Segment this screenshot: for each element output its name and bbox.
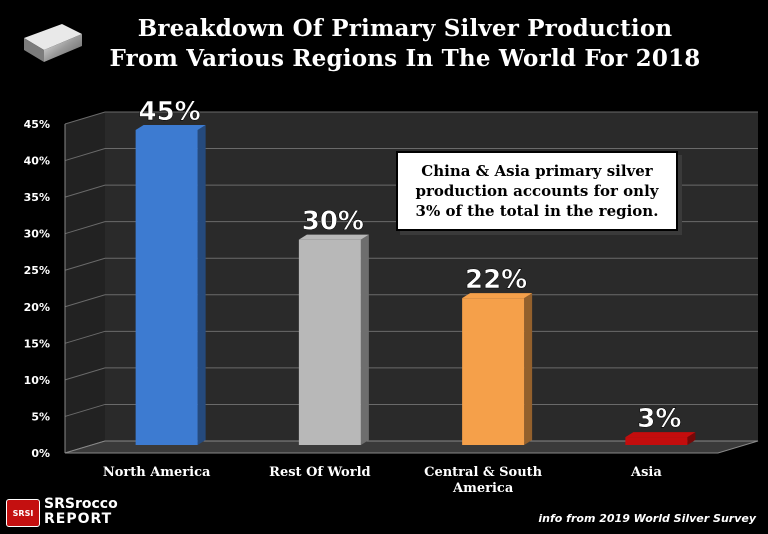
callout-box: China & Asia primary silver production a…	[396, 151, 678, 231]
gridline	[64, 257, 758, 271]
callout-line-2: production accounts for only	[415, 182, 659, 200]
data-label: 22%	[465, 265, 527, 295]
x-tick-label: Rest Of World	[269, 465, 370, 480]
bar-top	[298, 234, 369, 240]
bar-side	[524, 293, 533, 445]
callout-line-3: 3% of the total in the region.	[415, 202, 659, 220]
bar-side	[360, 234, 369, 445]
x-tick-label: Central & South	[424, 465, 543, 480]
bar-side	[687, 432, 696, 445]
y-tick-label: 0%	[31, 447, 50, 460]
chart-title: Breakdown Of Primary Silver Production F…	[95, 14, 715, 74]
logo-badge: SRSI	[6, 499, 40, 527]
y-tick-label: 45%	[24, 118, 50, 131]
y-tick-label: 10%	[24, 374, 50, 387]
gridline	[64, 148, 758, 162]
bar-top	[625, 432, 696, 438]
y-tick-label: 40%	[24, 155, 50, 168]
gridline	[64, 111, 758, 125]
gridline	[64, 294, 758, 308]
srsrocco-logo: SRSI SRSrocco REPORT	[6, 497, 206, 529]
x-tick-label: North America	[103, 465, 211, 480]
bar-top	[135, 125, 206, 130]
x-tick-label: Asia	[630, 465, 662, 480]
logo-report: REPORT	[44, 511, 113, 527]
bar-0	[135, 130, 198, 445]
data-label: 30%	[302, 207, 364, 237]
chart-title-line-1: Breakdown Of Primary Silver Production	[137, 15, 673, 42]
x-tick-label: America	[452, 481, 514, 496]
bar-3	[625, 437, 688, 445]
logo-name: SRSrocco	[44, 496, 118, 512]
data-label: 45%	[139, 97, 201, 127]
y-tick-label: 35%	[24, 191, 50, 204]
chart-title-line-2: From Various Regions In The World For 20…	[109, 45, 701, 72]
y-tick-label: 15%	[24, 337, 50, 350]
y-tick-label: 30%	[24, 228, 50, 241]
source-note: info from 2019 World Silver Survey	[538, 512, 756, 525]
plot-side-wall	[65, 112, 105, 453]
bar-2	[462, 298, 525, 445]
gridline	[64, 403, 758, 417]
gridline	[64, 330, 758, 344]
plot-floor	[64, 440, 759, 454]
bar-side	[197, 125, 206, 445]
y-tick-label: 5%	[31, 410, 50, 423]
data-label: 3%	[637, 404, 681, 434]
y-tick-label: 25%	[24, 264, 50, 277]
bar-top	[462, 293, 533, 299]
silver-bar-image	[24, 24, 82, 62]
gridline	[64, 367, 758, 381]
bar-1	[298, 239, 361, 445]
y-tick-label: 20%	[24, 301, 50, 314]
callout-line-1: China & Asia primary silver	[421, 162, 653, 180]
